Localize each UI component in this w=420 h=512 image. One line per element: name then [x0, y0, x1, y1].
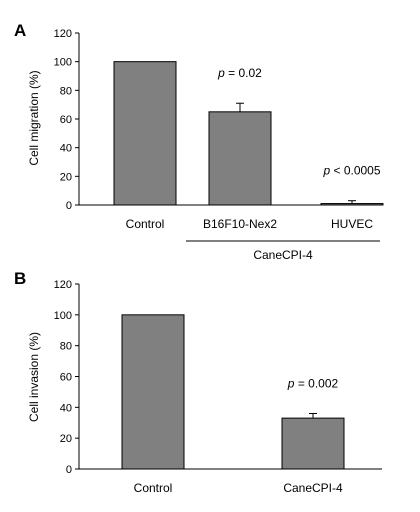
category-label: Control [126, 217, 165, 231]
panel-a: A Cell migration (%) 0 20 40 60 80 100 120 p =… [14, 21, 384, 262]
panel-a-annotations: p = 0.02 p < 0.0005 [217, 66, 381, 177]
y-tick-label: 100 [54, 310, 72, 322]
y-tick-label: 0 [66, 464, 72, 476]
y-tick-label: 60 [60, 114, 72, 126]
panel-a-label: A [14, 21, 26, 40]
panel-a-y-axis-label: Cell migration (%) [27, 70, 41, 165]
panel-a-group-label: CaneCPI-4 [253, 248, 313, 262]
y-tick-label: 40 [60, 402, 72, 414]
y-tick-label: 0 [66, 200, 72, 212]
category-label: HUVEC [331, 217, 373, 231]
y-tick-label: 20 [60, 171, 72, 183]
panel-b-label: B [14, 269, 26, 288]
y-tick-label: 40 [60, 143, 72, 155]
p-value-annotation: p = 0.002 [287, 377, 339, 391]
category-label: CaneCPI-4 [283, 481, 343, 495]
bar-b16f10-nex2 [208, 111, 272, 206]
panel-b-bars [121, 314, 345, 470]
p-value-annotation: p < 0.0005 [322, 164, 380, 178]
panel-b-y-ticks: 0 20 40 60 80 100 120 [54, 279, 79, 476]
y-tick-label: 60 [60, 372, 72, 384]
panel-b-y-axis-label: Cell invasion (%) [27, 332, 41, 422]
y-tick-label: 20 [60, 433, 72, 445]
panel-b-annotations: p = 0.002 [287, 377, 339, 391]
bar-canecpi-4 [281, 417, 345, 470]
category-label: B16F10-Nex2 [203, 217, 277, 231]
y-tick-label: 120 [54, 279, 72, 291]
bar-control [121, 314, 185, 470]
panel-a-bars [113, 61, 384, 206]
y-tick-label: 80 [60, 341, 72, 353]
p-value-annotation: p = 0.02 [217, 66, 262, 80]
y-tick-label: 100 [54, 57, 72, 69]
panel-b-error-bars [309, 413, 317, 419]
panel-b-category-labels: Control CaneCPI-4 [134, 481, 343, 495]
y-tick-label: 120 [54, 28, 72, 40]
panel-a-category-labels: Control B16F10-Nex2 HUVEC [126, 217, 374, 231]
y-tick-label: 80 [60, 85, 72, 97]
bar-control [113, 61, 177, 206]
panel-b: B Cell invasion (%) 0 20 40 60 80 100 120 p = … [14, 269, 382, 495]
panel-a-y-ticks: 0 20 40 60 80 100 120 [54, 28, 79, 212]
panel-a-error-bars [236, 102, 356, 204]
category-label: Control [134, 481, 173, 495]
